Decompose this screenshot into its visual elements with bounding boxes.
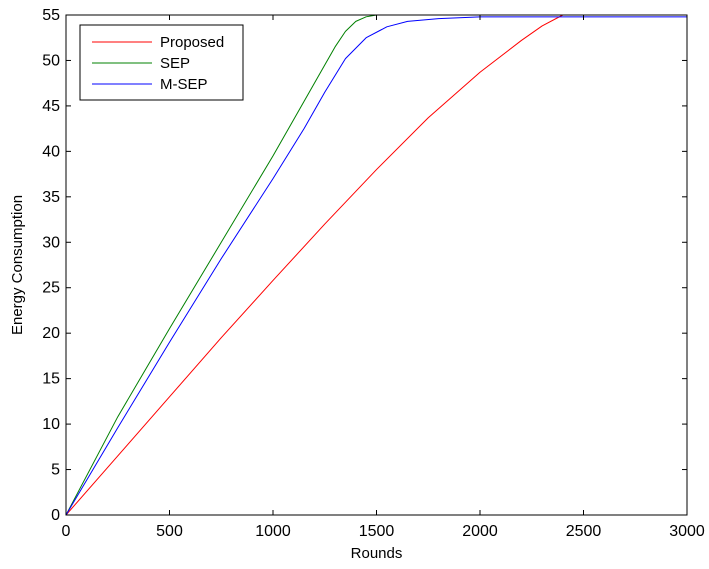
x-tick-label: 2500 (566, 523, 602, 540)
series-line-sep (65, 14, 687, 516)
legend-label: SEP (160, 55, 190, 72)
x-tick-label: 1500 (359, 523, 395, 540)
y-axis-ticks: 0 5 10 15 20 25 30 35 40 45 50 55 (42, 7, 687, 524)
legend-label: M-SEP (160, 76, 208, 93)
x-tick-label: 1000 (255, 523, 291, 540)
y-tick-label: 30 (42, 234, 60, 251)
y-axis-label: Energy Consumption (9, 195, 26, 335)
y-tick-label: 0 (51, 507, 60, 524)
y-tick-label: 50 (42, 52, 60, 69)
y-tick-label: 35 (42, 189, 60, 206)
x-tick-label: 2000 (462, 523, 498, 540)
y-tick-label: 55 (42, 7, 60, 24)
y-tick-label: 5 (51, 462, 60, 479)
series-line-m-sep (65, 16, 687, 516)
x-tick-label: 3000 (669, 523, 705, 540)
y-tick-label: 40 (42, 143, 60, 160)
legend: Proposed SEP M-SEP (79, 24, 244, 101)
legend-label: Proposed (160, 34, 224, 51)
y-tick-label: 25 (42, 280, 60, 297)
x-tick-label: 500 (156, 523, 183, 540)
x-axis-ticks: 0 500 1000 1500 2000 2500 3000 (62, 15, 705, 540)
y-tick-label: 20 (42, 325, 60, 342)
series-line-proposed (65, 14, 687, 516)
x-axis-label: Rounds (351, 545, 403, 562)
y-tick-label: 45 (42, 98, 60, 115)
y-tick-label: 15 (42, 371, 60, 388)
y-tick-label: 10 (42, 416, 60, 433)
x-tick-label: 0 (62, 523, 71, 540)
series-group (65, 14, 687, 516)
